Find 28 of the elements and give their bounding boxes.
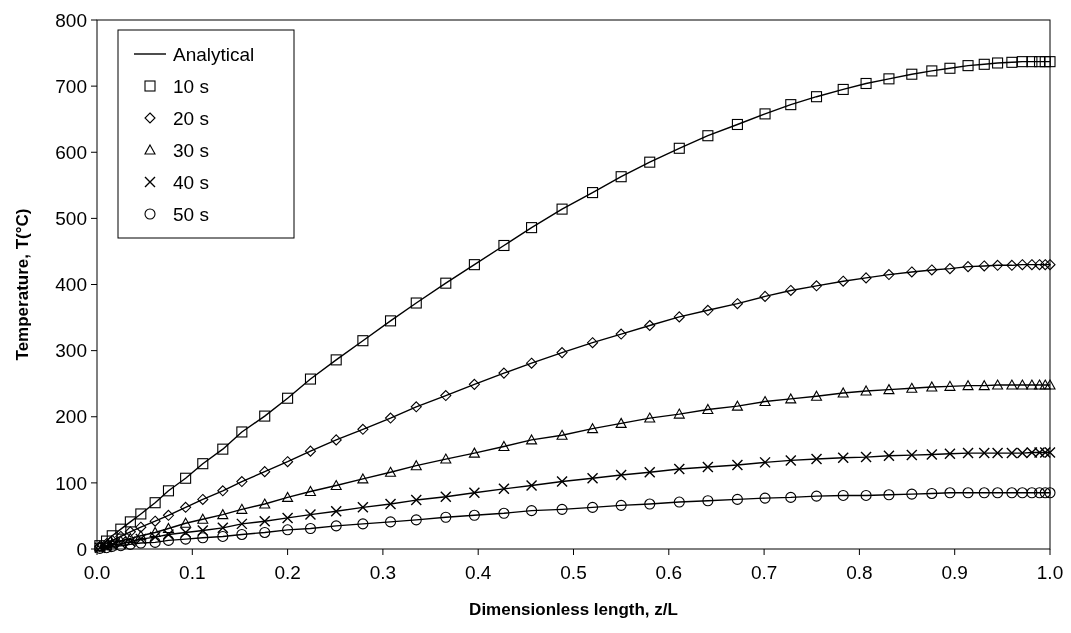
y-tick-label: 100 [55,472,87,494]
legend-label: 20 s [173,107,209,129]
x-tick-label: 0.0 [83,562,111,583]
x-tick-label: 0.5 [560,562,587,583]
y-tick-label: 800 [55,9,87,31]
legend-label: 50 s [173,203,209,225]
legend-label: 40 s [173,171,209,193]
x-tick-label: 1.0 [1036,562,1064,583]
legend-label: 10 s [173,75,209,97]
x-tick-label: 0.2 [274,562,301,583]
y-tick-label: 200 [55,406,87,428]
x-axis-title: Dimensionless length, z/L [469,600,678,619]
y-axis-title: Temperature, T(°C) [13,208,32,361]
x-tick-label: 0.3 [369,562,397,583]
x-tick-label: 0.9 [941,562,968,583]
y-tick-label: 0 [76,538,87,560]
x-tick-label: 0.7 [750,562,778,583]
y-tick-label: 400 [55,274,87,296]
y-tick-label: 300 [55,340,87,362]
x-tick-label: 0.6 [655,562,683,583]
x-tick-label: 0.1 [179,562,206,583]
legend-label: 30 s [173,139,209,161]
x-tick-label: 0.4 [464,562,492,583]
y-tick-label: 600 [55,141,87,163]
legend-label: Analytical [173,43,255,65]
y-tick-label: 700 [55,75,87,97]
x-tick-label: 0.8 [846,562,873,583]
y-tick-label: 500 [55,208,87,230]
